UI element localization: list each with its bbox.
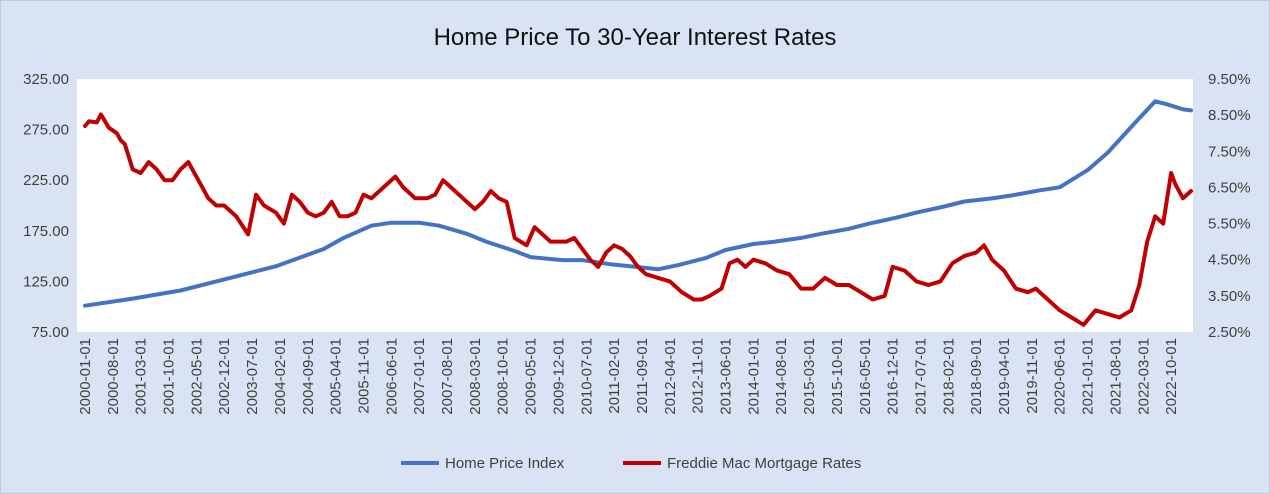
x-tick-label: 2001-10-01 xyxy=(161,338,178,415)
x-axis: 2000-01-01 2000-08-01 2001-03-01 2001-10-01… xyxy=(77,338,1180,415)
series-line-home-price-index xyxy=(83,99,1193,308)
x-tick-label: 2012-11-01 xyxy=(690,338,707,414)
x-tick-label: 2009-12-01 xyxy=(550,338,567,415)
x-tick-label: 2005-04-01 xyxy=(328,338,345,415)
x-tick-label: 2022-10-01 xyxy=(1163,338,1180,415)
x-tick-label: 2007-08-01 xyxy=(439,338,456,415)
x-tick-label: 2017-07-01 xyxy=(912,338,929,415)
series-line-freddie-mac-mortgage-rates xyxy=(83,112,1193,327)
right-tick-label: 5.50% xyxy=(1208,216,1251,233)
right-tick-label: 2.50% xyxy=(1208,324,1251,341)
chart-title: Home Price To 30-Year Interest Rates xyxy=(434,24,837,51)
series-layer xyxy=(83,99,1193,327)
x-tick-label: 2014-01-01 xyxy=(745,338,762,415)
left-tick-label: 225.00 xyxy=(23,172,69,189)
x-tick-label: 2000-08-01 xyxy=(105,338,122,415)
x-tick-label: 2013-06-01 xyxy=(718,338,735,415)
x-tick-label: 2004-09-01 xyxy=(300,338,317,415)
x-tick-label: 2009-05-01 xyxy=(523,338,540,415)
right-tick-label: 4.50% xyxy=(1208,252,1251,269)
x-tick-label: 2000-01-01 xyxy=(77,338,94,415)
x-tick-label: 2015-03-01 xyxy=(801,338,818,415)
x-tick-label: 2015-10-01 xyxy=(829,338,846,415)
left-tick-label: 75.00 xyxy=(31,324,69,341)
x-tick-label: 2001-03-01 xyxy=(133,338,150,415)
x-tick-label: 2018-02-01 xyxy=(940,338,957,415)
x-tick-label: 2018-09-01 xyxy=(968,338,985,415)
legend: Home Price Index Freddie Mac Mortgage Rat… xyxy=(401,455,861,472)
x-tick-label: 2016-05-01 xyxy=(857,338,874,415)
x-tick-label: 2019-04-01 xyxy=(996,338,1013,415)
x-tick-label: 2007-01-01 xyxy=(411,338,428,415)
right-axis: 2.50% 3.50% 4.50% 5.50% 6.50% 7.50% 8.50% 9.50% xyxy=(1208,71,1251,341)
x-tick-label: 2014-08-01 xyxy=(773,338,790,415)
left-axis: 75.00 125.00 175.00 225.00 275.00 325.00 xyxy=(23,71,69,341)
x-tick-label: 2011-09-01 xyxy=(634,338,651,414)
plot-area xyxy=(77,79,1193,332)
x-tick-label: 2011-02-01 xyxy=(606,338,623,414)
x-tick-label: 2012-04-01 xyxy=(662,338,679,415)
x-tick-label: 2002-12-01 xyxy=(216,338,233,415)
left-tick-label: 125.00 xyxy=(23,273,69,290)
right-tick-label: 9.50% xyxy=(1208,71,1251,88)
right-tick-label: 7.50% xyxy=(1208,143,1251,160)
right-tick-label: 6.50% xyxy=(1208,179,1251,196)
x-tick-label: 2021-01-01 xyxy=(1080,338,1097,415)
left-tick-label: 325.00 xyxy=(23,71,69,88)
x-tick-label: 2006-06-01 xyxy=(383,338,400,415)
x-tick-label: 2016-12-01 xyxy=(885,338,902,415)
x-tick-label: 2021-08-01 xyxy=(1107,338,1124,415)
x-tick-label: 2022-03-01 xyxy=(1135,338,1152,415)
x-tick-label: 2002-05-01 xyxy=(188,338,205,415)
x-tick-label: 2003-07-01 xyxy=(244,338,261,415)
x-tick-label: 2004-02-01 xyxy=(272,338,289,415)
x-tick-label: 2008-03-01 xyxy=(467,338,484,415)
x-tick-label: 2019-11-01 xyxy=(1024,338,1041,414)
right-tick-label: 3.50% xyxy=(1208,288,1251,305)
x-tick-label: 2008-10-01 xyxy=(495,338,512,415)
left-tick-label: 275.00 xyxy=(23,122,69,139)
x-tick-label: 2020-06-01 xyxy=(1052,338,1069,415)
legend-label: Home Price Index xyxy=(445,455,565,472)
legend-label: Freddie Mac Mortgage Rates xyxy=(667,455,861,472)
left-tick-label: 175.00 xyxy=(23,223,69,240)
x-tick-label: 2010-07-01 xyxy=(578,338,595,415)
x-tick-label: 2005-11-01 xyxy=(355,338,372,414)
right-tick-label: 8.50% xyxy=(1208,107,1251,124)
